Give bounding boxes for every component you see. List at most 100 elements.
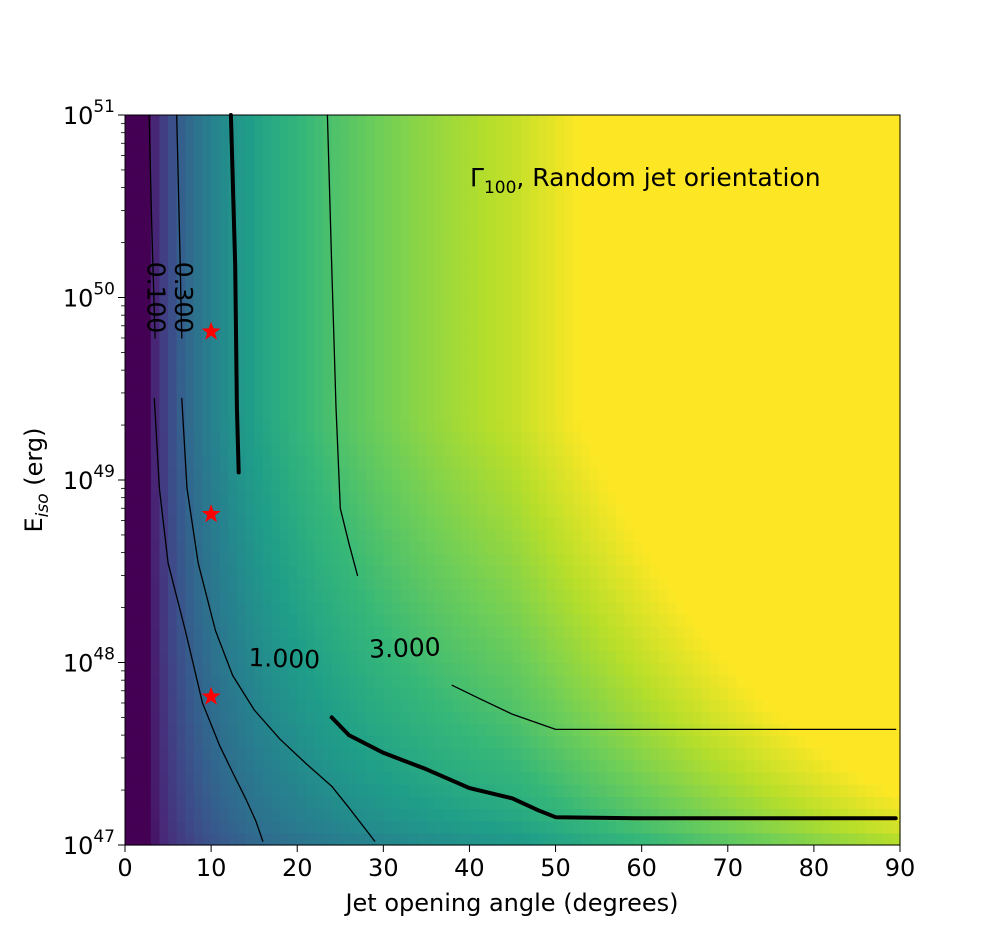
heatmap-cell — [280, 188, 290, 201]
heatmap-cell — [314, 443, 324, 457]
heatmap-cell — [736, 297, 746, 311]
heatmap-cell — [159, 723, 169, 737]
heatmap-cell — [503, 480, 514, 493]
heatmap-cell — [417, 711, 427, 724]
heatmap-cell — [142, 188, 152, 201]
heatmap-cell — [452, 796, 462, 810]
heatmap-cell — [770, 346, 781, 359]
heatmap-cell — [727, 407, 737, 420]
heatmap-cell — [323, 480, 333, 493]
heatmap-cell — [211, 163, 221, 177]
heatmap-cell — [374, 613, 384, 627]
heatmap-cell — [366, 115, 376, 128]
heatmap-cell — [366, 394, 376, 408]
heatmap-cell — [236, 832, 247, 846]
heatmap-cell — [495, 261, 505, 274]
heatmap-cell — [745, 480, 755, 493]
heatmap-cell — [417, 346, 427, 359]
heatmap-cell — [478, 747, 488, 761]
heatmap-cell — [667, 431, 677, 445]
heatmap-cell — [314, 273, 324, 286]
heatmap-cell — [607, 492, 617, 505]
heatmap-cell — [460, 808, 471, 822]
heatmap-cell — [297, 455, 307, 469]
heatmap-cell — [607, 504, 617, 518]
heatmap-cell — [607, 163, 617, 177]
heatmap-cell — [650, 577, 660, 591]
heatmap-cell — [486, 419, 496, 432]
heatmap-cell — [254, 248, 264, 262]
heatmap-cell — [684, 613, 694, 627]
heatmap-cell — [443, 467, 453, 481]
heatmap-cell — [486, 127, 496, 140]
heatmap-cell — [693, 261, 703, 274]
heatmap-cell — [727, 747, 737, 761]
heatmap-cell — [280, 723, 290, 737]
heatmap-cell — [150, 528, 161, 542]
heatmap-cell — [538, 601, 548, 615]
heatmap-cell — [521, 808, 531, 822]
heatmap-cell — [676, 212, 686, 226]
heatmap-cell — [555, 516, 565, 530]
heatmap-cell — [288, 285, 298, 299]
heatmap-cell — [254, 455, 264, 469]
heatmap-cell — [710, 212, 720, 226]
heatmap-cell — [142, 589, 152, 603]
heatmap-cell — [159, 200, 169, 213]
heatmap-cell — [779, 115, 789, 128]
heatmap-cell — [512, 540, 522, 554]
heatmap-cell — [374, 334, 384, 347]
heatmap-cell — [658, 321, 669, 335]
heatmap-cell — [262, 370, 272, 384]
heatmap-cell — [374, 139, 384, 153]
heatmap-cell — [460, 115, 471, 128]
heatmap-cell — [495, 735, 505, 749]
heatmap-cell — [348, 443, 359, 457]
heatmap-cell — [581, 212, 591, 226]
heatmap-cell — [658, 285, 669, 299]
heatmap-cell — [193, 589, 204, 603]
heatmap-cell — [555, 297, 565, 311]
heatmap-cell — [219, 297, 229, 311]
heatmap-cell — [615, 346, 626, 359]
heatmap-cell — [391, 553, 402, 566]
heatmap-cell — [753, 151, 763, 165]
heatmap-cell — [719, 346, 729, 359]
heatmap-cell — [245, 321, 255, 335]
heatmap-cell — [426, 613, 436, 627]
heatmap-cell — [503, 151, 514, 165]
heatmap-cell — [598, 638, 608, 651]
heatmap-cell — [150, 358, 161, 372]
heatmap-cell — [305, 565, 316, 578]
heatmap-cell — [452, 127, 462, 140]
heatmap-cell — [736, 382, 746, 396]
heatmap-cell — [590, 236, 600, 250]
heatmap-cell — [271, 759, 281, 773]
heatmap-cell — [357, 346, 367, 359]
heatmap-cell — [495, 650, 505, 664]
heatmap-cell — [271, 236, 281, 250]
heatmap-cell — [745, 127, 755, 140]
heatmap-cell — [391, 601, 402, 615]
heatmap-cell — [400, 699, 410, 712]
heatmap-cell — [693, 528, 703, 542]
heatmap-cell — [280, 686, 290, 700]
heatmap-cell — [633, 188, 643, 201]
heatmap-cell — [538, 613, 548, 627]
heatmap-cell — [254, 175, 264, 189]
heatmap-cell — [684, 394, 694, 408]
heatmap-cell — [271, 370, 281, 384]
heatmap-cell — [391, 212, 402, 226]
heatmap-cell — [185, 638, 195, 651]
heatmap-cell — [305, 407, 316, 420]
heatmap-cell — [581, 808, 591, 822]
heatmap-cell — [822, 285, 832, 299]
heatmap-cell — [366, 297, 376, 311]
heatmap-cell — [676, 540, 686, 554]
heatmap-cell — [572, 516, 582, 530]
heatmap-cell — [374, 297, 384, 311]
heatmap-cell — [701, 772, 712, 785]
heatmap-cell — [228, 674, 238, 688]
heatmap-cell — [262, 723, 272, 737]
heatmap-cell — [211, 723, 221, 737]
